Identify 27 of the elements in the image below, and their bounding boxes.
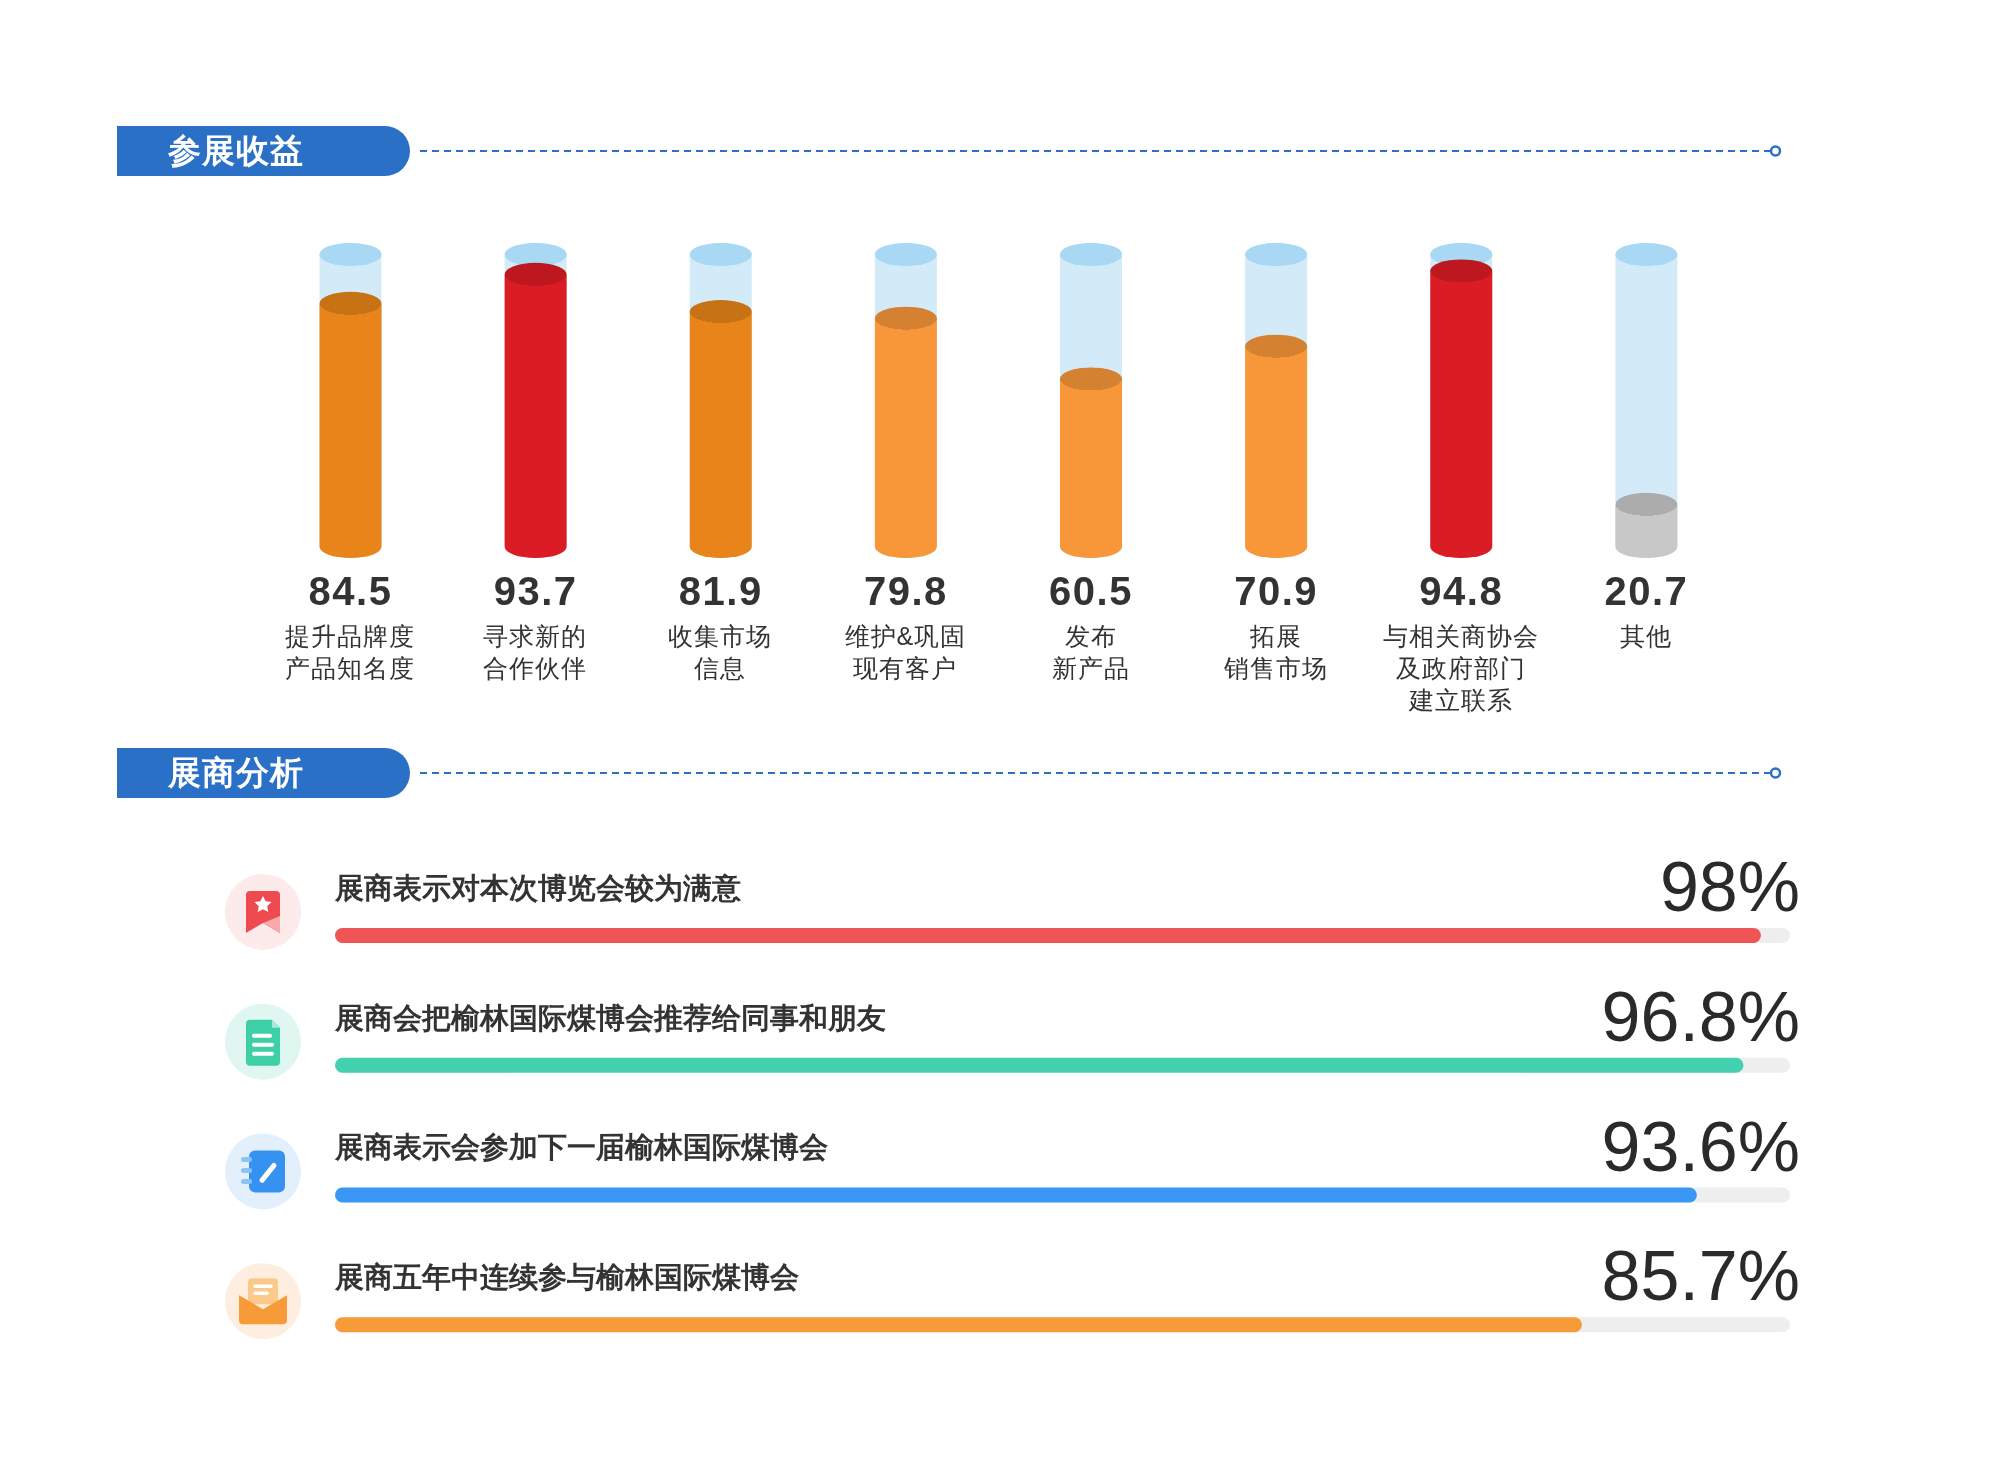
x-tick-label: 提升品牌度产品知名度 — [285, 622, 416, 682]
x-tick-label: 其他 — [1619, 622, 1672, 650]
chart-title: 展商分析 — [168, 754, 304, 791]
data-label: 85.7% — [1601, 1237, 1800, 1316]
data-label: 94.8 — [1419, 569, 1504, 613]
data-label: 93.7 — [493, 569, 578, 613]
x-tick-label: 寻求新的合作伙伴 — [483, 622, 588, 682]
x-tick-label: 与相关商协会及政府部门建立联系 — [1382, 622, 1539, 714]
y-tick-label: 展商五年中连续参与榆林国际煤博会 — [334, 1261, 799, 1294]
data-label: 60.5 — [1049, 569, 1133, 613]
data-label: 81.9 — [678, 569, 763, 613]
data-label: 20.7 — [1604, 569, 1689, 613]
data-label: 70.9 — [1234, 569, 1319, 613]
data-label: 96.8% — [1601, 977, 1800, 1056]
y-tick-label: 展商表示对本次博览会较为满意 — [334, 871, 742, 904]
data-label: 84.5 — [308, 569, 393, 613]
y-tick-label: 展商会把榆林国际煤博会推荐给同事和朋友 — [334, 1001, 886, 1034]
x-tick-label: 维护&巩固现有客户 — [844, 622, 967, 682]
x-tick-label: 拓展销售市场 — [1222, 622, 1328, 682]
x-tick-label: 收集市场信息 — [668, 622, 773, 682]
y-tick-label: 展商表示会参加下一届榆林国际煤博会 — [334, 1131, 828, 1164]
data-label: 79.8 — [863, 569, 948, 613]
chart-title: 参展收益 — [168, 132, 304, 169]
data-label: 98% — [1659, 848, 1800, 926]
data-label: 93.6% — [1601, 1107, 1800, 1186]
bar — [335, 928, 1761, 943]
x-tick-label: 发布新产品 — [1051, 622, 1130, 682]
